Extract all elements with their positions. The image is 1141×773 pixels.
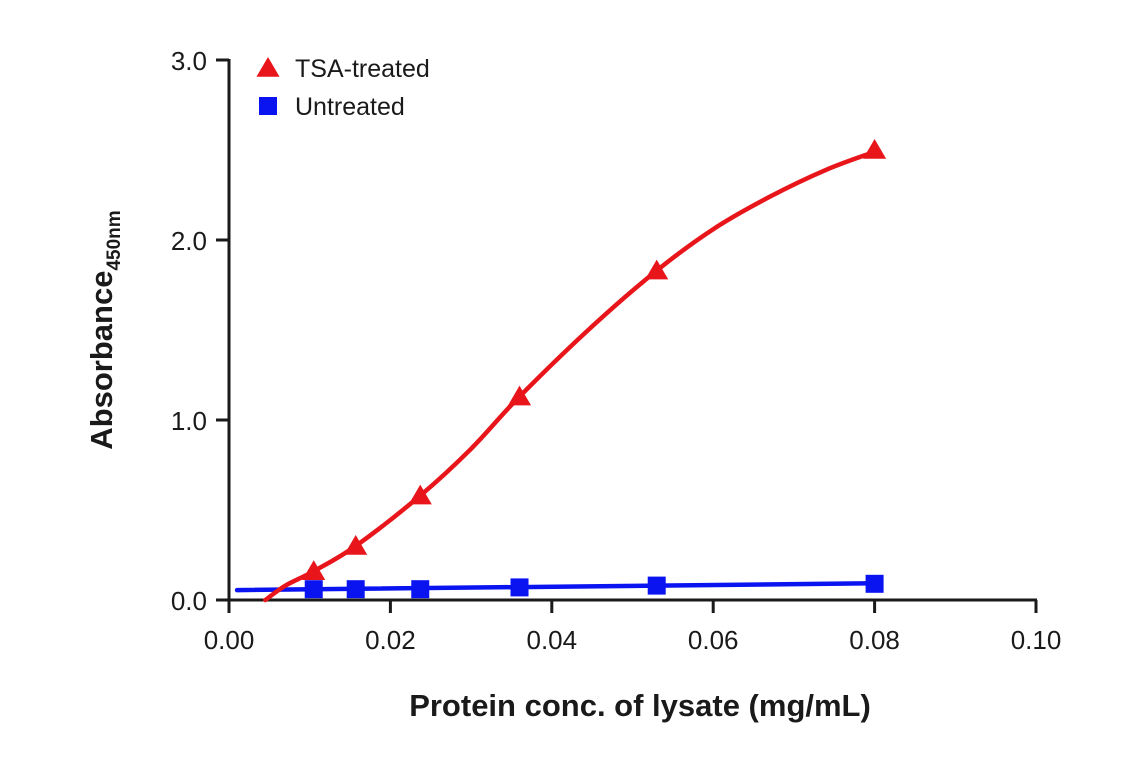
data-point-untreated [346, 580, 365, 599]
series-group [234, 139, 887, 603]
data-point-tsa-treated [863, 139, 887, 159]
x-tick-label: 0.06 [688, 625, 739, 655]
fit-line-untreated [234, 581, 877, 593]
y-axis-title-subscript: 450nm [104, 210, 125, 270]
data-point-tsa-treated [507, 385, 532, 406]
x-axis-title: Protein conc. of lysate (mg/mL) [409, 688, 871, 723]
fit-line-tsa-treated [263, 149, 877, 603]
data-point-tsa-treated [645, 259, 669, 280]
legend-label-tsa-treated: TSA-treated [295, 55, 430, 83]
data-point-untreated [865, 574, 884, 593]
legend-marker-tsa-treated [256, 57, 280, 77]
x-tick-label: 0.04 [526, 625, 577, 655]
data-point-untreated [304, 580, 323, 599]
y-axis-title-main: Absorbance [84, 271, 119, 450]
data-point-tsa-treated [302, 560, 326, 580]
y-axis-title: Absorbance450nm [84, 210, 125, 449]
data-point-untreated [411, 580, 430, 599]
data-point-tsa-treated [408, 484, 432, 505]
legend-item-tsa-treated: TSA-treated [256, 55, 430, 83]
x-tick-label: 0.00 [204, 625, 255, 655]
y-tick-label: 0.0 [171, 586, 207, 616]
legend: TSA-treated Untreated [256, 55, 430, 121]
axes: 0.00 0.02 0.04 0.06 0.08 0.10 0.0 1.0 2.0 3.0 [171, 46, 1061, 655]
series-tsa-treated [263, 139, 887, 603]
data-point-untreated [510, 578, 529, 597]
x-tick-label: 0.10 [1011, 625, 1062, 655]
y-tick-label: 1.0 [171, 406, 207, 436]
x-tick-label: 0.02 [365, 625, 416, 655]
legend-item-untreated: Untreated [259, 93, 405, 121]
series-untreated [234, 574, 884, 599]
x-tick-label: 0.08 [849, 625, 900, 655]
y-tick-label: 3.0 [171, 46, 207, 76]
y-tick-label: 2.0 [171, 226, 207, 256]
legend-label-untreated: Untreated [295, 93, 405, 121]
data-point-untreated [647, 576, 666, 595]
data-point-tsa-treated [344, 535, 368, 555]
legend-marker-untreated [259, 97, 277, 115]
